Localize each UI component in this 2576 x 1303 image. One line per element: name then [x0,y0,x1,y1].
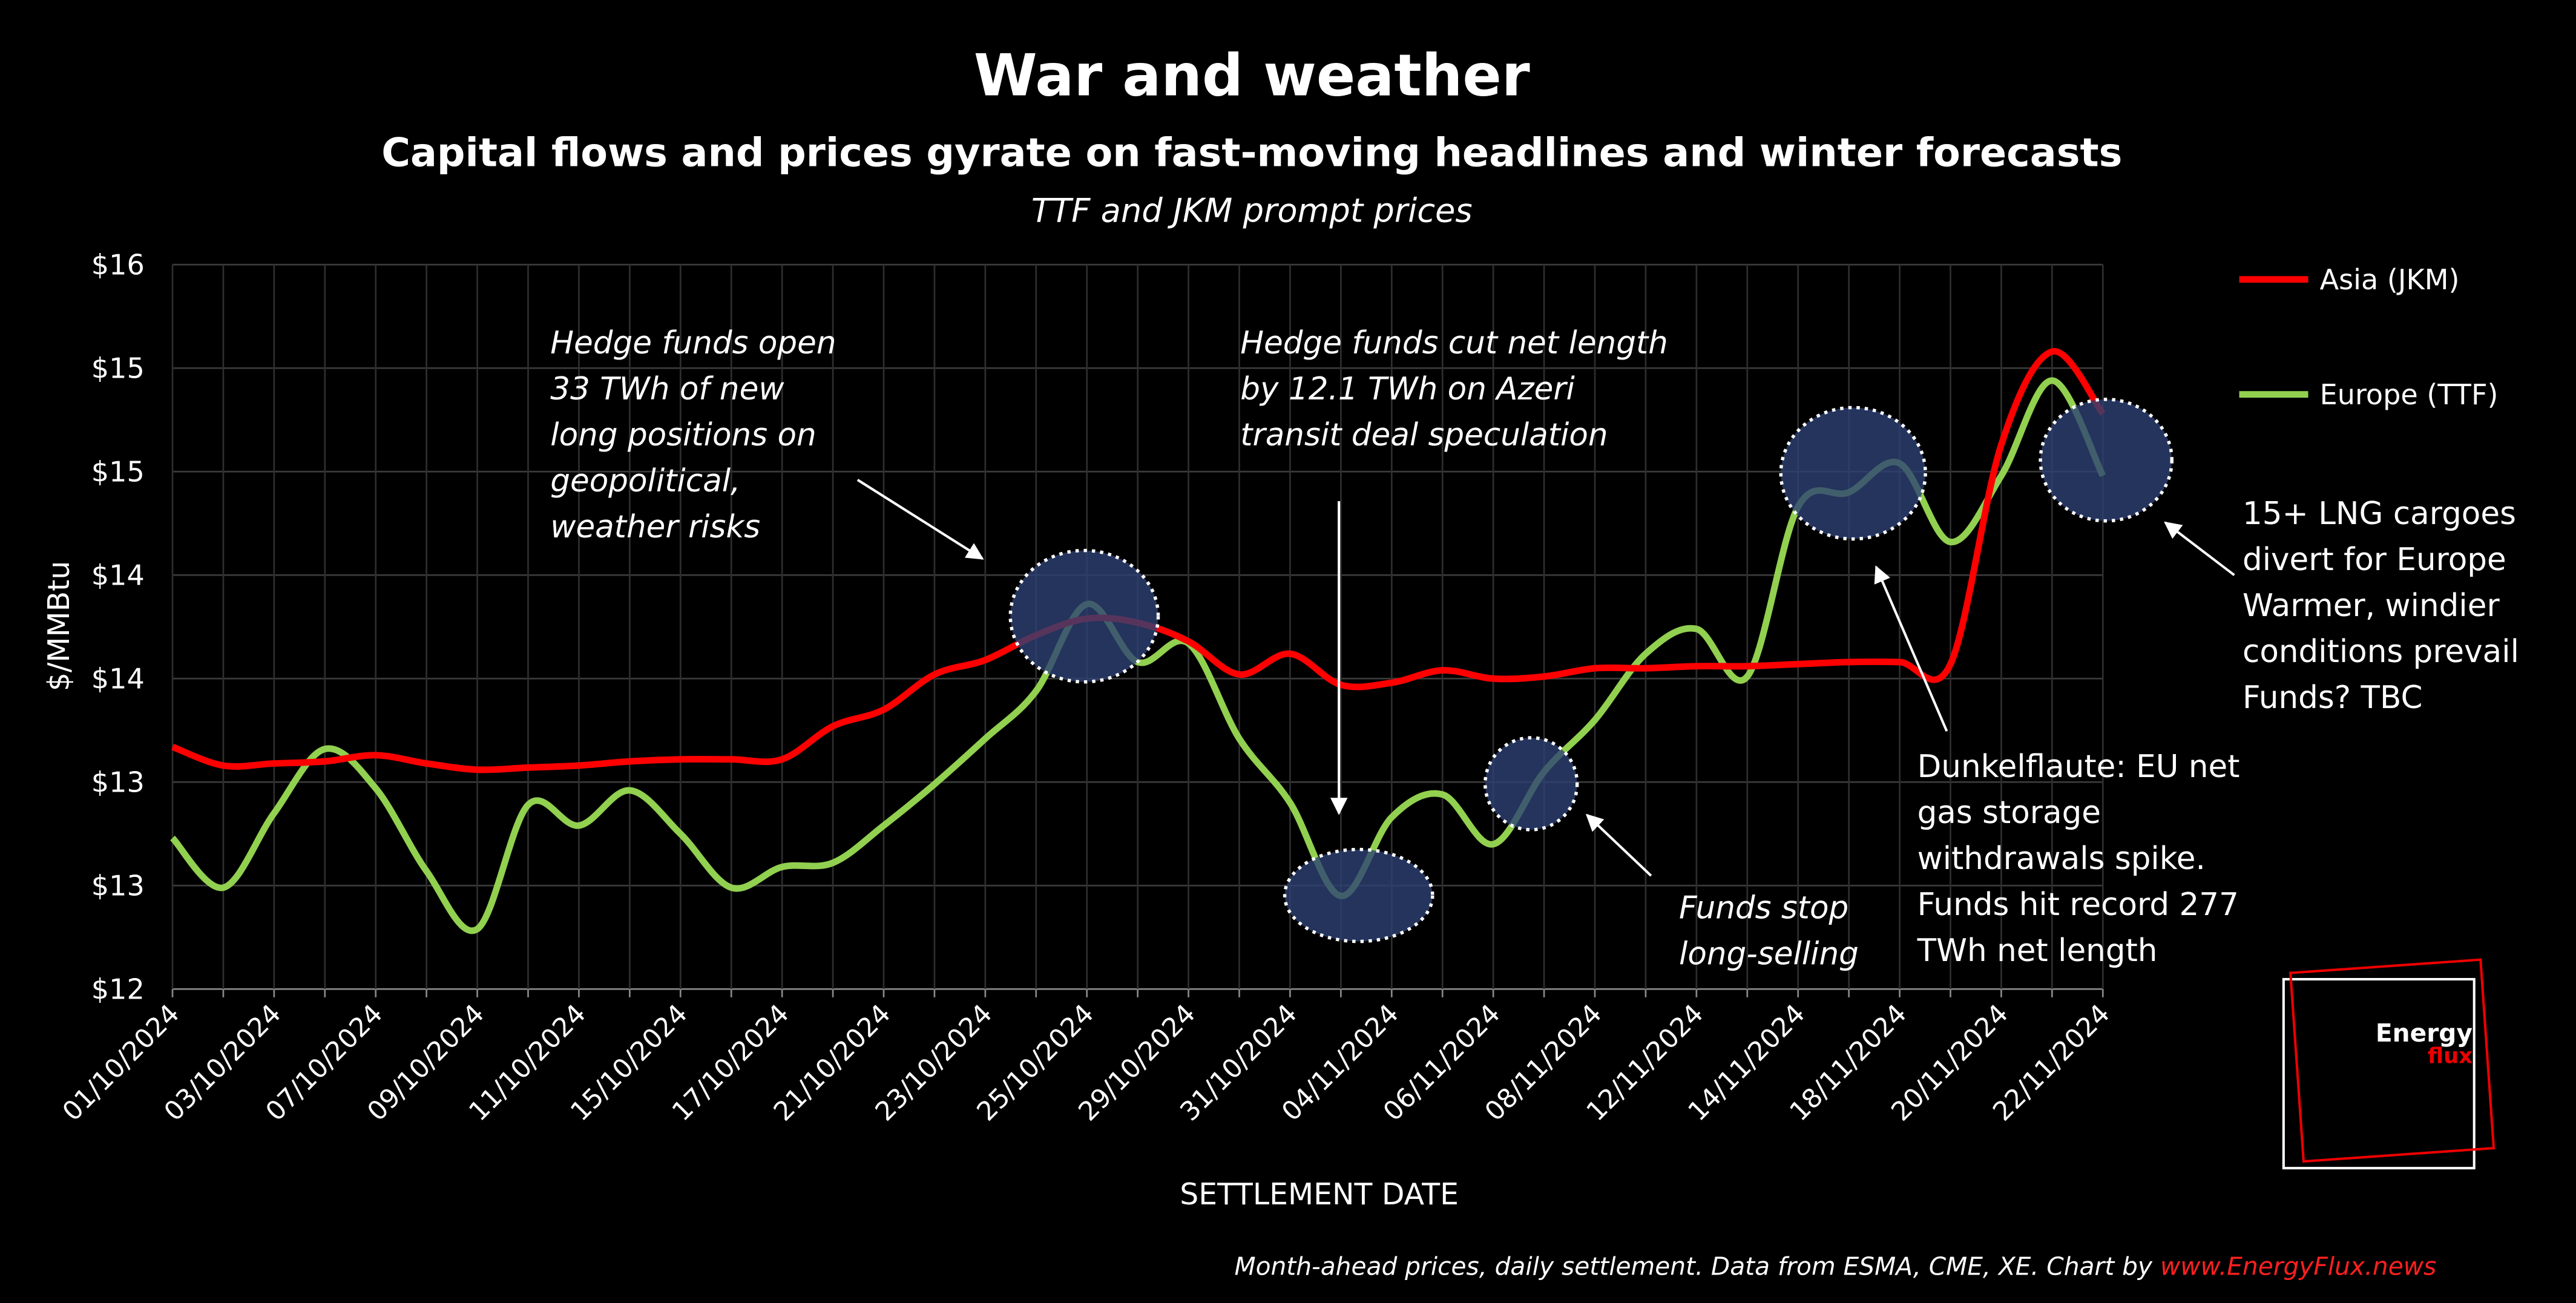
annotation-text: Warmer, windier [2242,588,2500,624]
arrow [1874,565,1948,732]
annotation-text: Hedge funds open [550,325,836,361]
annotation-text: by 12.1 TWh on Azeri [1240,371,1575,407]
highlight [2039,398,2174,523]
annotation-text: Dunkelflaute: EU net [1917,749,2240,785]
arrow [1585,813,1652,877]
logo: Energy flux [2282,958,2496,1170]
chart-title: War and weather [974,43,1530,110]
y-tick-label: $13 [91,870,145,902]
annotation-text: Hedge funds cut net length [1240,325,1668,361]
line-series [171,348,2106,773]
annotation-text: weather risks [550,509,760,545]
y-tick-label: $15 [91,352,145,385]
y-tick-label: $14 [91,663,145,695]
annotation-text: Funds stop [1679,890,1848,927]
annotation-text: transit deal speculation [1240,417,1608,453]
annotation-text: long-selling [1679,936,1859,973]
annotation-text: geopolitical, [550,463,740,499]
annotation-text: 15+ LNG cargoes [2242,496,2516,532]
logo-text: Energy [2376,1019,2472,1048]
annotation-text: Funds? TBC [2242,680,2423,716]
highlight [1008,548,1160,684]
annotation-text: withdrawals spike. [1917,841,2206,877]
source-note: Month-ahead prices, daily settlement. Da… [1234,1252,2436,1281]
highlight [1484,736,1579,832]
y-tick-label: $15 [91,456,145,488]
logo-frame [2288,958,2496,1163]
y-tick-label: $13 [91,766,145,799]
annotation-text: divert for Europe [2242,542,2506,578]
logo-text: flux [2428,1043,2472,1068]
x-axis-label: SETTLEMENT DATE [1180,1177,1459,1212]
legend-label: Asia (JKM) [2320,263,2460,296]
annotation-text: gas storage [1917,795,2101,831]
arrow [856,479,984,560]
arrow [2164,521,2235,576]
highlight [1779,405,1927,541]
y-tick-label: $16 [91,249,145,281]
y-tick-label: $12 [91,973,145,1006]
y-tick-label: $14 [91,559,145,592]
annotation-text: Funds hit record 277 [1917,887,2239,923]
annotations: Hedge funds open 33 TWh of new long positi… [550,325,2519,973]
chart-caption: TTF and JKM prompt prices [1031,192,1473,230]
annotation-text: conditions prevail [2242,634,2519,670]
chart-subtitle: Capital flows and prices gyrate on fast-… [381,130,2122,176]
logo-frame [2282,977,2476,1170]
highlight [1283,847,1434,944]
legend-label: Europe (TTF) [2320,378,2499,411]
annotation-text: 33 TWh of new [550,371,784,407]
annotation-text: TWh net length [1917,933,2158,969]
annotation-text: long positions on [550,417,816,453]
y-axis-label: $/MMBtu [42,561,76,691]
source-link: www.EnergyFlux.news [2160,1252,2436,1281]
source-text: Month-ahead prices, daily settlement. Da… [1234,1252,2160,1281]
